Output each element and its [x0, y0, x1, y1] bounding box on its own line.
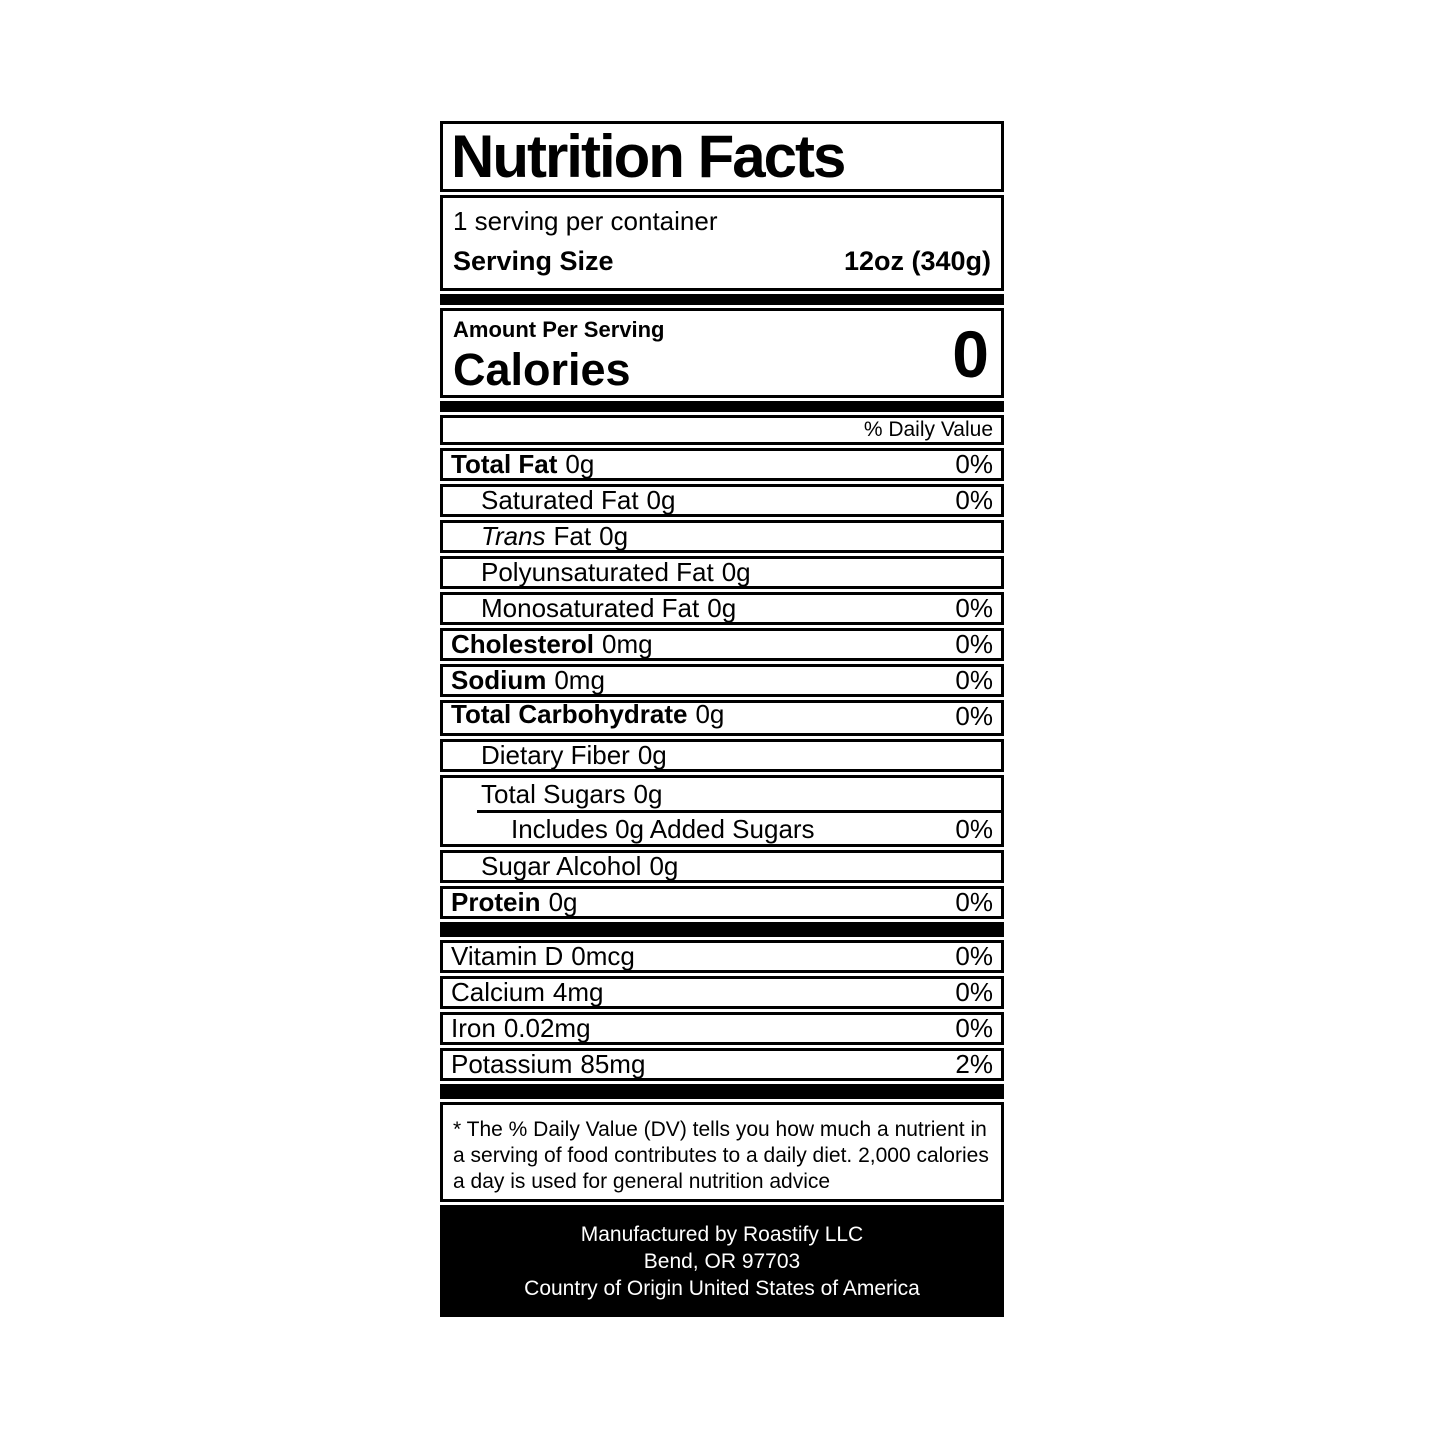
footnote-box: * The % Daily Value (DV) tells you how m…: [440, 1102, 1004, 1202]
serving-info-box: 1 serving per container Serving Size 12o…: [440, 195, 1004, 291]
calories-label: Calories: [453, 344, 631, 395]
nutrient-amount: 0g: [649, 851, 679, 881]
row-saturated-fat: Saturated Fat 0g 0%: [440, 484, 1004, 517]
amount-per-serving-label: Amount Per Serving: [453, 317, 665, 342]
row-total-sugars: Total Sugars 0g: [443, 778, 1001, 810]
nutrient-percent: 0%: [955, 813, 993, 844]
label-title-box: Nutrition Facts: [440, 121, 1004, 192]
nutrient-amount: 0g: [637, 740, 667, 770]
row-total-fat: Total Fat 0g 0%: [440, 448, 1004, 481]
row-trans-fat: Trans Fat 0g: [440, 520, 1004, 553]
nutrient-name: Vitamin D: [451, 941, 564, 971]
nutrient-percent: 2%: [955, 1049, 993, 1079]
nutrient-name: Total Fat: [451, 449, 558, 479]
row-sodium: Sodium 0mg 0%: [440, 664, 1004, 697]
nutrient-amount: 85mg: [580, 1049, 646, 1079]
nutrient-percent: 0%: [955, 977, 993, 1007]
nutrient-name: Sodium: [451, 665, 547, 695]
row-potassium: Potassium 85mg 2%: [440, 1048, 1004, 1081]
row-calcium: Calcium 4mg 0%: [440, 976, 1004, 1009]
label-title: Nutrition Facts: [451, 123, 846, 190]
nutrient-percent: 0%: [955, 629, 993, 659]
manufacturer-line: Bend, OR 97703: [643, 1250, 801, 1273]
nutrient-percent: 0%: [955, 593, 993, 623]
nutrient-name: Sugar Alcohol: [481, 851, 642, 881]
nutrient-amount: 0mg: [602, 629, 653, 659]
daily-value-header-box: % Daily Value: [440, 415, 1004, 445]
nutrient-name: Total Sugars: [481, 778, 626, 809]
serving-size-value: 12oz (340g): [843, 246, 991, 276]
added-sugars-divider: [477, 810, 1001, 813]
row-dietary-fiber: Dietary Fiber 0g: [440, 739, 1004, 772]
nutrient-amount: 0g: [633, 778, 663, 809]
footnote-line: * The % Daily Value (DV) tells you how m…: [453, 1118, 987, 1141]
nutrient-amount: 0g: [646, 485, 676, 515]
row-iron: Iron 0.02mg 0%: [440, 1012, 1004, 1045]
nutrient-percent: 0%: [955, 449, 993, 479]
nutrient-name: Potassium: [451, 1049, 573, 1079]
daily-value-header: % Daily Value: [863, 418, 993, 441]
nutrition-facts-label: Nutrition Facts 1 serving per container …: [440, 121, 1004, 1317]
nutrient-name: Total Carbohydrate: [451, 699, 688, 729]
nutrient-name: Calcium: [451, 977, 545, 1007]
nutrient-amount: 0g: [707, 593, 737, 623]
nutrient-name: Dietary Fiber: [481, 740, 630, 770]
section-separator-bar: [440, 922, 1004, 937]
section-separator-bar: [440, 294, 1004, 305]
serving-size-label: Serving Size: [453, 246, 614, 276]
section-separator-bar: [440, 1084, 1004, 1099]
nutrient-percent: 0%: [955, 665, 993, 695]
row-cholesterol: Cholesterol 0mg 0%: [440, 628, 1004, 661]
footnote-line: a serving of food contributes to a daily…: [453, 1144, 989, 1167]
footnote-line: a day is used for general nutrition advi…: [453, 1170, 831, 1193]
row-monosaturated-fat: Monosaturated Fat 0g 0%: [440, 592, 1004, 625]
nutrient-amount: 0.02mg: [503, 1013, 591, 1043]
nutrient-amount: 0g: [548, 887, 578, 917]
nutrient-amount: 0g: [599, 521, 629, 551]
row-vitamin-d: Vitamin D 0mcg 0%: [440, 940, 1004, 973]
nutrient-percent: 0%: [955, 485, 993, 515]
nutrient-name-italic: Trans: [481, 521, 546, 551]
row-protein: Protein 0g 0%: [440, 886, 1004, 919]
calories-value: 0: [952, 317, 989, 391]
nutrient-amount: 0g: [695, 699, 725, 729]
row-added-sugars: Includes 0g Added Sugars 0%: [443, 813, 1001, 845]
nutrient-name: Polyunsaturated Fat: [481, 557, 714, 587]
nutrient-name: Monosaturated Fat: [481, 593, 700, 623]
row-polyunsaturated-fat: Polyunsaturated Fat 0g: [440, 556, 1004, 589]
nutrient-name: Includes 0g Added Sugars: [511, 813, 815, 844]
nutrient-amount: 4mg: [552, 977, 604, 1007]
servings-per-container: 1 serving per container: [453, 206, 718, 236]
nutrient-amount: 0g: [721, 557, 751, 587]
nutrient-amount: 0g: [565, 449, 595, 479]
nutrient-percent: 0%: [955, 701, 993, 731]
nutrient-name: Protein: [451, 887, 541, 917]
manufacturer-line: Manufactured by Roastify LLC: [580, 1223, 864, 1246]
nutrient-name: Cholesterol: [451, 629, 595, 659]
row-total-carbohydrate: Total Carbohydrate 0g 0%: [440, 699, 1004, 736]
manufacturer-line: Country of Origin United States of Ameri…: [524, 1277, 920, 1300]
row-sugar-alcohol: Sugar Alcohol 0g: [440, 850, 1004, 883]
nutrient-name: Iron: [451, 1013, 496, 1043]
nutrient-amount: 0mcg: [571, 941, 635, 971]
calories-box: Amount Per Serving Calories 0: [440, 308, 1004, 398]
nutrient-percent: 0%: [955, 1013, 993, 1043]
serving-size-row: Serving Size 12oz (340g): [453, 244, 991, 278]
nutrient-amount: 0mg: [554, 665, 605, 695]
section-separator-bar: [440, 401, 1004, 412]
nutrient-name: Saturated Fat: [481, 485, 639, 515]
nutrient-name: Fat: [553, 521, 592, 551]
nutrient-percent: 0%: [955, 941, 993, 971]
nutrient-percent: 0%: [955, 887, 993, 917]
manufacturer-box: Manufactured by Roastify LLC Bend, OR 97…: [440, 1205, 1004, 1317]
sugars-group-box: Total Sugars 0g Includes 0g Added Sugars…: [440, 775, 1004, 847]
